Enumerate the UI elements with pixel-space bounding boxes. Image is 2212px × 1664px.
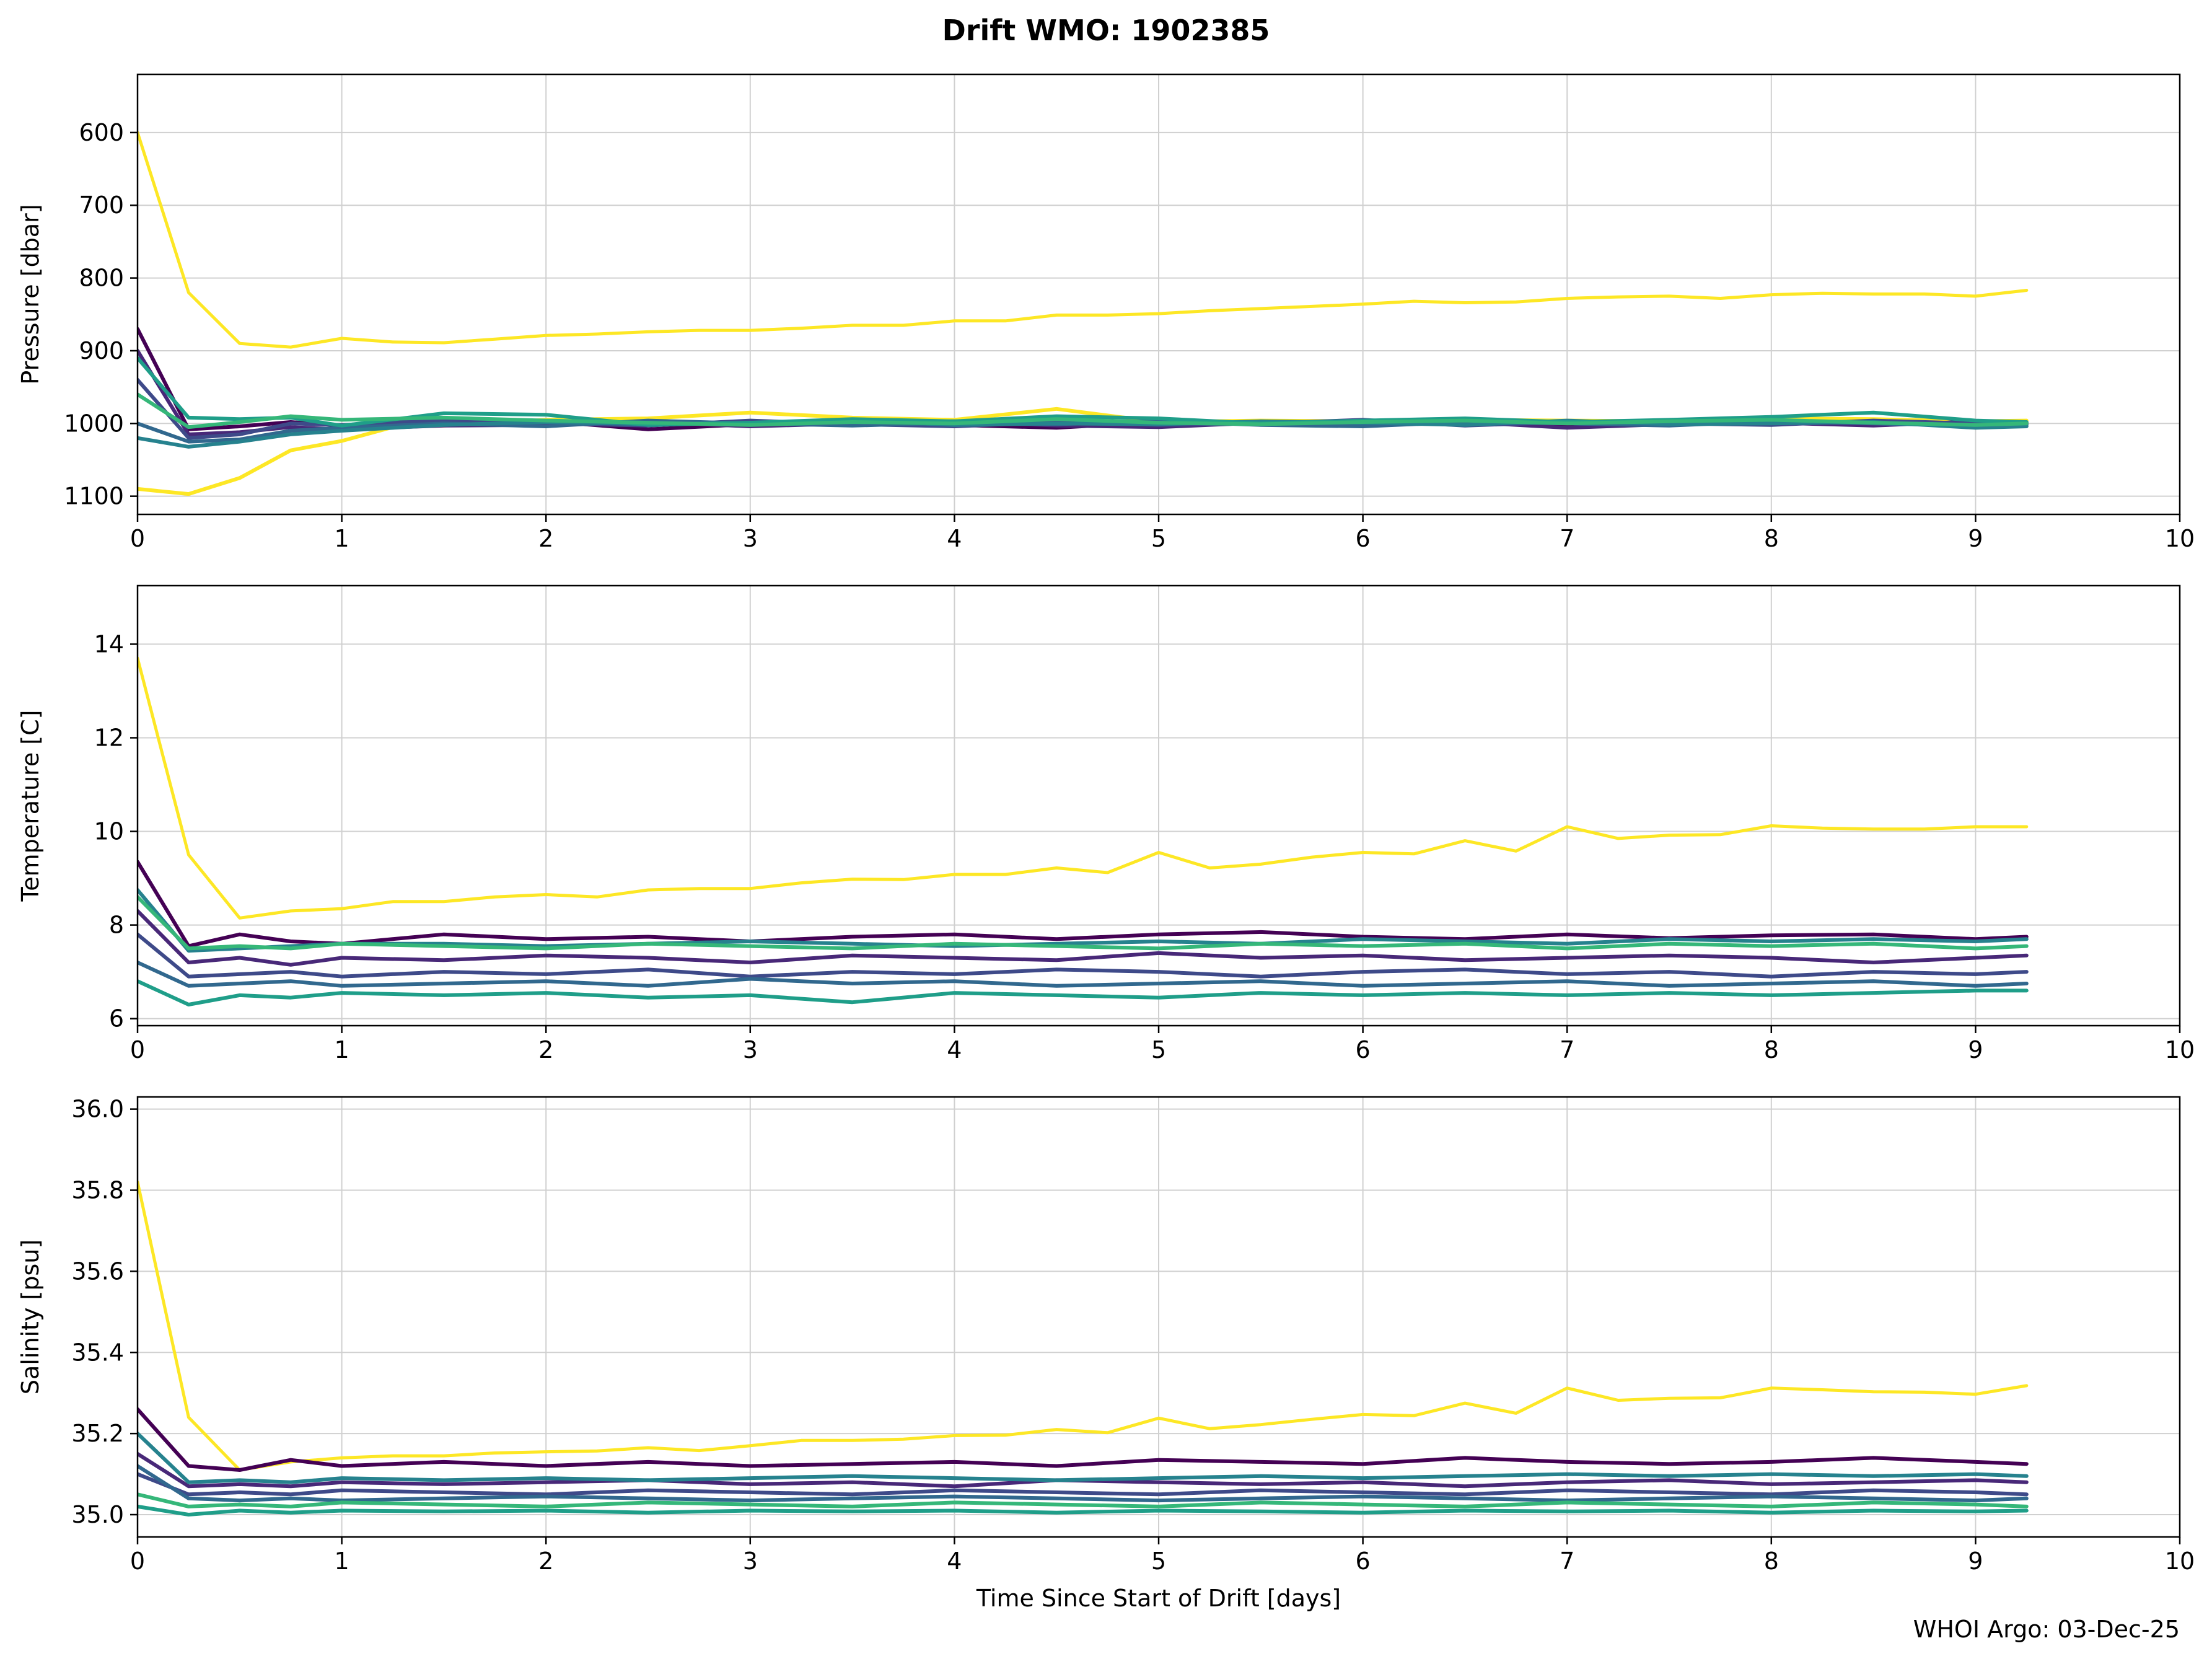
chart-panels: 0 1 2 3 4 5 6 7 8 9 1060070080090010001100Pressure… [17,73,2195,1612]
series-line [138,961,2029,988]
series-line [138,418,2029,449]
y-tick-label: 1100 [64,483,124,510]
x-tick-label: 5 [1151,1547,1166,1575]
x-tick-label: 4 [947,1547,962,1575]
series-line [138,1492,2029,1508]
panel-pressure: 0 1 2 3 4 5 6 7 8 9 10 600 700 800 900 1000 1100 Pressure… [17,73,2195,552]
y-tick-label: 35.6 [71,1257,124,1285]
x-tick-label: 9 [1968,1547,1983,1575]
x-tick-label: 10 [2165,525,2195,552]
y-tick-label: 36.0 [71,1096,124,1123]
series-line [138,979,2029,1006]
y-axis-label: Pressure [dbar] [17,204,44,384]
x-tick-label: 10 [2165,1036,2195,1063]
y-tick-label: 14 [94,630,124,658]
series-line [138,356,2029,428]
y-tick-label: 600 [79,119,124,146]
y-tick-label: 1000 [64,410,124,437]
x-tick-label: 1 [335,525,349,552]
x-tick-label: 7 [1560,1036,1574,1063]
series-line [138,131,2029,349]
series-line [138,1472,2029,1497]
y-tick-label: 6 [109,1005,124,1032]
x-tick-label: 5 [1151,525,1166,552]
x-tick-label: 9 [1968,1036,1983,1063]
x-tick-label: 3 [743,1036,758,1063]
y-tick-label: 12 [94,724,124,751]
series-group [138,1180,2029,1517]
x-tick-label: 1 [335,1036,349,1063]
x-tick-label: 0 [130,1036,145,1063]
y-tick-label: 35.0 [71,1501,124,1528]
x-tick-label: 7 [1560,525,1574,552]
x-tick-label: 8 [1764,1547,1779,1575]
y-tick-label: 35.2 [71,1420,124,1447]
x-tick-label: 4 [947,525,962,552]
x-tick-label: 6 [1356,1036,1371,1063]
y-axis-label: Salinity [psu] [17,1239,44,1394]
x-tick-label: 9 [1968,525,1983,552]
series-line [138,1432,2029,1484]
y-tick-label: 900 [79,337,124,364]
y-tick-label: 35.4 [71,1339,124,1366]
series-line [138,377,2029,440]
series-line [138,1407,2029,1472]
x-tick-label: 1 [335,1547,349,1575]
x-tick-label: 0 [130,1547,145,1575]
figure-title: Drift WMO: 1902385 [942,14,1270,47]
series-line [138,656,2029,920]
series-line [138,1464,2029,1503]
x-tick-label: 5 [1151,1036,1166,1063]
series-line [138,860,2029,948]
y-tick-label: 700 [79,191,124,219]
x-tick-label: 7 [1560,1547,1574,1575]
panel-salinity: 0 1 2 3 4 5 6 7 8 9 10 35.0 35.2 35.4 35.6 35.8 36.0 Sali… [17,1096,2195,1612]
x-tick-label: 0 [130,525,145,552]
series-line [138,909,2029,967]
x-tick-label: 8 [1764,525,1779,552]
x-tick-label: 2 [538,525,553,552]
x-tick-label: 6 [1356,1547,1371,1575]
x-tick-label: 10 [2165,1547,2195,1575]
x-tick-label: 6 [1356,525,1371,552]
x-axis-label: Time Since Start of Drift [days] [976,1585,1341,1612]
x-tick-label: 4 [947,1036,962,1063]
series-line [138,1504,2029,1517]
series-group [138,131,2029,496]
x-tick-label: 2 [538,1036,553,1063]
y-tick-label: 10 [94,818,124,845]
x-tick-label: 3 [743,525,758,552]
series-line [138,1180,2029,1472]
y-axis-label: Temperature [C] [17,710,44,902]
series-line [138,888,2029,953]
footer-credit: WHOI Argo: 03-Dec-25 [1913,1616,2180,1643]
series-line [138,392,2029,429]
series-line [138,932,2029,979]
y-tick-label: 35.8 [71,1177,124,1204]
series-group [138,656,2029,1006]
y-tick-label: 8 [109,912,124,939]
x-tick-label: 8 [1764,1036,1779,1063]
x-tick-label: 3 [743,1547,758,1575]
series-line [138,895,2029,951]
x-tick-label: 2 [538,1547,553,1575]
y-tick-label: 800 [79,265,124,292]
series-line [138,1451,2029,1489]
